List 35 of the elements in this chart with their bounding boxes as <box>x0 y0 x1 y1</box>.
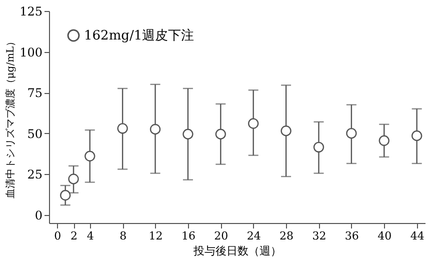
x-tick-label: 20 <box>214 230 228 242</box>
y-tick-label: 75 <box>27 86 42 100</box>
x-tick-label: 2 <box>70 230 78 242</box>
x-tick-label: 32 <box>312 230 326 242</box>
point <box>84 150 96 162</box>
y-tick-label: 0 <box>34 208 42 222</box>
y-tick-label: 125 <box>20 4 42 18</box>
point <box>346 128 357 139</box>
point <box>182 128 194 140</box>
y-axis-title: 血清中トシリズマブ濃度（μg/mL） <box>4 36 17 199</box>
point <box>248 118 259 129</box>
x-tick-label: 8 <box>120 230 127 242</box>
point <box>378 135 390 146</box>
x-tick-label: 0 <box>54 230 62 242</box>
x-tick-label: 44 <box>410 230 424 242</box>
legend-label: 162mg/1週皮下注 <box>84 28 194 44</box>
point <box>280 126 292 136</box>
y-tick-label: 25 <box>27 168 42 182</box>
x-tick-label: 16 <box>181 230 196 242</box>
point <box>150 124 161 135</box>
point <box>411 130 422 142</box>
x-tick-label: 4 <box>86 230 94 242</box>
point <box>60 190 71 201</box>
x-tick-label: 12 <box>148 230 163 242</box>
y-tick-label: 100 <box>20 45 42 60</box>
x-tick-label: 36 <box>344 230 359 242</box>
x-tick-label: 24 <box>246 230 261 242</box>
point <box>117 123 128 134</box>
point <box>68 174 79 184</box>
x-tick-label: 28 <box>280 230 294 242</box>
x-tick-label: 40 <box>378 230 392 242</box>
point <box>313 142 324 153</box>
x-axis-title: 投与後日数（週） <box>192 244 282 258</box>
point <box>215 128 226 140</box>
y-tick-label: 50 <box>27 126 42 141</box>
